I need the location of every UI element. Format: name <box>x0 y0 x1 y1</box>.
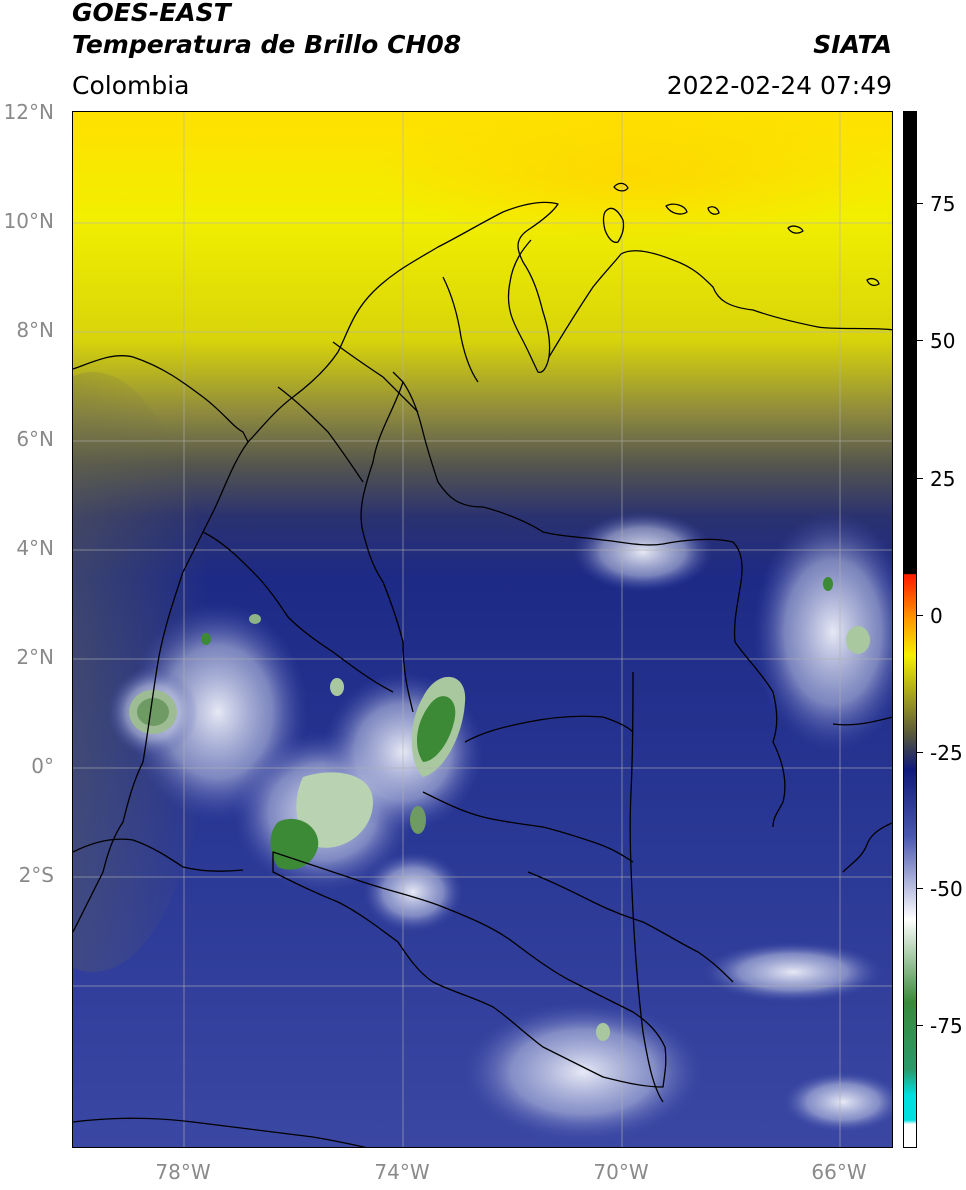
gridlines <box>73 112 892 1147</box>
lat-label-4n: 4°N <box>16 536 54 560</box>
colorbar <box>903 111 917 1148</box>
lat-label-12n: 12°N <box>3 100 54 124</box>
colorbar-tick-75 <box>917 203 923 204</box>
coldest-cloud-tops <box>129 577 870 1041</box>
colorbar-label-0: 0 <box>930 604 943 628</box>
lon-label-66w: 66°W <box>811 1160 867 1184</box>
coastlines-and-borders <box>73 182 892 1147</box>
colorbar-tick-minus25 <box>917 752 923 753</box>
agency-label: SIATA <box>813 30 892 59</box>
lon-label-74w: 74°W <box>374 1160 430 1184</box>
colorbar-label-50: 50 <box>930 329 956 353</box>
datetime-label: 2022-02-24 07:49 <box>666 71 892 100</box>
lon-label-70w: 70°W <box>593 1160 649 1184</box>
colorbar-label-minus75: -75 <box>930 1014 963 1038</box>
brightness-temperature-map[interactable] <box>72 111 893 1148</box>
lat-label-0: 0° <box>31 754 54 778</box>
lat-label-8n: 8°N <box>16 318 54 342</box>
colorbar-tick-minus50 <box>917 888 923 889</box>
colorbar-label-minus50: -50 <box>930 877 963 901</box>
lat-label-2n: 2°N <box>16 645 54 669</box>
colorbar-label-75: 75 <box>930 192 956 216</box>
map-canvas <box>73 112 892 1147</box>
lat-label-2s: 2°S <box>18 863 54 887</box>
colorbar-label-minus25: -25 <box>930 741 963 765</box>
colorbar-tick-0 <box>917 615 923 616</box>
region-label: Colombia <box>72 71 190 100</box>
satellite-title: GOES-EAST <box>72 0 231 27</box>
warm-region <box>373 112 892 242</box>
product-title: Temperatura de Brillo CH08 <box>72 30 462 59</box>
lat-label-10n: 10°N <box>3 209 54 233</box>
colorbar-tick-25 <box>917 478 923 479</box>
colorbar-tick-minus75 <box>917 1025 923 1026</box>
lat-label-6n: 6°N <box>16 427 54 451</box>
lon-label-78w: 78°W <box>155 1160 211 1184</box>
colorbar-tick-50 <box>917 340 923 341</box>
colorbar-label-25: 25 <box>930 467 956 491</box>
